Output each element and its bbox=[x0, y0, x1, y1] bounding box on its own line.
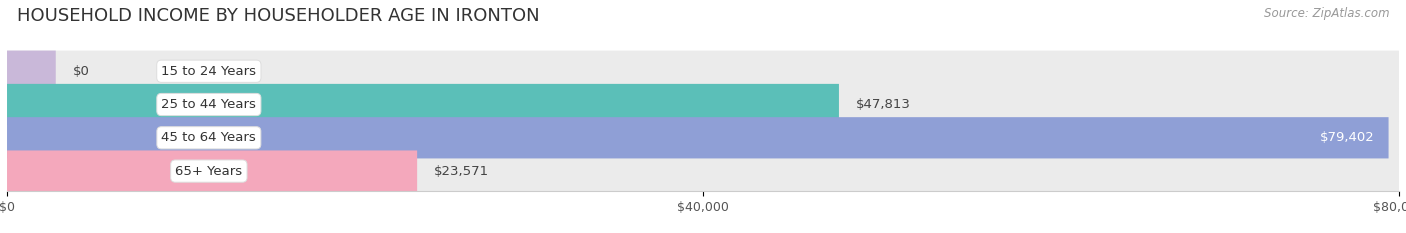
Text: $79,402: $79,402 bbox=[1320, 131, 1375, 144]
Text: HOUSEHOLD INCOME BY HOUSEHOLDER AGE IN IRONTON: HOUSEHOLD INCOME BY HOUSEHOLDER AGE IN I… bbox=[17, 7, 540, 25]
Text: 45 to 64 Years: 45 to 64 Years bbox=[162, 131, 256, 144]
FancyBboxPatch shape bbox=[7, 84, 1399, 125]
FancyBboxPatch shape bbox=[7, 151, 1399, 192]
Text: 25 to 44 Years: 25 to 44 Years bbox=[162, 98, 256, 111]
FancyBboxPatch shape bbox=[7, 51, 1399, 92]
FancyBboxPatch shape bbox=[7, 51, 56, 92]
Text: 15 to 24 Years: 15 to 24 Years bbox=[162, 65, 256, 78]
FancyBboxPatch shape bbox=[7, 84, 839, 125]
Text: $0: $0 bbox=[73, 65, 90, 78]
Text: 65+ Years: 65+ Years bbox=[176, 164, 242, 178]
FancyBboxPatch shape bbox=[7, 151, 418, 192]
FancyBboxPatch shape bbox=[7, 117, 1389, 158]
Text: $23,571: $23,571 bbox=[434, 164, 489, 178]
Text: Source: ZipAtlas.com: Source: ZipAtlas.com bbox=[1264, 7, 1389, 20]
Text: $47,813: $47,813 bbox=[856, 98, 911, 111]
FancyBboxPatch shape bbox=[7, 117, 1399, 158]
